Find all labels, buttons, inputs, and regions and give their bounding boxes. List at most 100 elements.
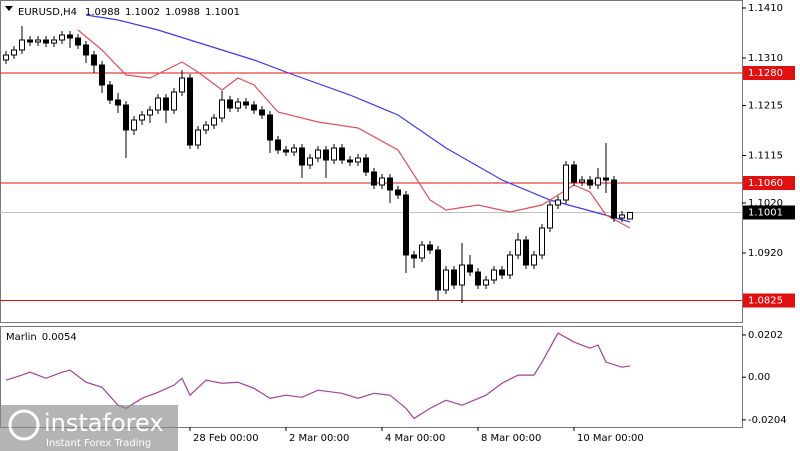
candle-body bbox=[595, 177, 601, 186]
candle-body bbox=[51, 39, 57, 44]
candle-body bbox=[555, 199, 561, 206]
candle-body bbox=[219, 99, 225, 119]
y-tick-label: 1.1115 bbox=[748, 151, 783, 162]
candle-body bbox=[355, 157, 361, 163]
moving-average bbox=[77, 29, 631, 229]
last-price-box bbox=[743, 205, 795, 220]
candle-body bbox=[531, 254, 537, 266]
candle-body bbox=[75, 37, 81, 46]
candle-body bbox=[3, 54, 9, 61]
candle-body bbox=[379, 177, 385, 186]
header-close: 1.1001 bbox=[205, 7, 240, 18]
candle-body bbox=[275, 139, 281, 151]
candle-body bbox=[619, 214, 625, 219]
candle-body bbox=[347, 159, 353, 163]
candle-body bbox=[203, 124, 209, 131]
osc-y-tick-label: 0.0202 bbox=[748, 330, 783, 341]
x-tick-label: 8 Mar 00:00 bbox=[481, 433, 541, 444]
candle-body bbox=[59, 34, 65, 41]
candle-body bbox=[395, 189, 401, 196]
candle-body bbox=[507, 254, 513, 276]
candle-body bbox=[235, 101, 241, 109]
header-open: 1.0988 bbox=[85, 7, 120, 18]
oscillator-line bbox=[5, 332, 631, 420]
x-tick-label: 2 Mar 00:00 bbox=[289, 433, 349, 444]
candle-body bbox=[171, 91, 177, 111]
candle-body bbox=[243, 101, 249, 106]
candle-body bbox=[475, 271, 481, 286]
level-label: 1.1280 bbox=[748, 68, 783, 79]
watermark-brand: instaforex bbox=[44, 409, 164, 437]
candle-body bbox=[427, 244, 433, 251]
candle-body bbox=[91, 54, 97, 66]
candle-body bbox=[11, 49, 17, 56]
candle-body bbox=[411, 254, 417, 259]
symbol: EURUSD,H4 bbox=[18, 7, 77, 18]
last-price-label: 1.1001 bbox=[748, 208, 783, 219]
candle-body bbox=[299, 147, 305, 166]
x-tick-label: 4 Mar 00:00 bbox=[385, 433, 445, 444]
candle-body bbox=[123, 104, 129, 131]
candle-body bbox=[227, 99, 233, 109]
candle-body bbox=[283, 149, 289, 153]
candle-body bbox=[323, 149, 329, 161]
candle-body bbox=[339, 147, 345, 161]
candle-body bbox=[179, 77, 185, 93]
symbol-header: EURUSD,H4 1.0988 1.1002 1.0988 1.1001 bbox=[18, 7, 240, 18]
y-tick-label: 1.0920 bbox=[748, 248, 783, 259]
y-tick-label: 1.1310 bbox=[748, 53, 783, 64]
x-tick-label: 28 Feb 00:00 bbox=[193, 433, 259, 444]
candle-body bbox=[259, 109, 265, 116]
candle-body bbox=[603, 177, 609, 181]
level-label-box bbox=[743, 293, 795, 308]
oscillator-name: Marlin bbox=[6, 332, 37, 343]
candle-body bbox=[315, 149, 321, 159]
candle-body bbox=[291, 147, 297, 153]
candle-body bbox=[539, 227, 545, 256]
candle-body bbox=[563, 164, 569, 201]
candle-body bbox=[211, 117, 217, 126]
candle-body bbox=[515, 239, 521, 256]
candle-body bbox=[387, 177, 393, 191]
candle-body bbox=[147, 109, 153, 116]
candle-body bbox=[523, 239, 529, 266]
level-label: 1.1060 bbox=[748, 178, 783, 189]
candle-body bbox=[107, 84, 113, 101]
oscillator-header: Marlin 0.0054 bbox=[6, 332, 77, 343]
candle-body bbox=[403, 194, 409, 256]
candle-body bbox=[331, 147, 337, 161]
candle-body bbox=[83, 44, 89, 56]
candle-body bbox=[187, 77, 193, 146]
header-low: 1.0988 bbox=[165, 7, 200, 18]
watermark: instaforex Instant Forex Trading bbox=[0, 405, 178, 451]
watermark-tagline: Instant Forex Trading bbox=[46, 438, 151, 449]
candle-body bbox=[363, 157, 369, 173]
candle-body bbox=[611, 179, 617, 219]
candle-body bbox=[27, 39, 33, 43]
candle-body bbox=[467, 264, 473, 273]
level-label-box bbox=[743, 66, 795, 80]
candle-body bbox=[483, 279, 489, 286]
candle-body bbox=[371, 171, 377, 186]
candle-body bbox=[499, 269, 505, 276]
candle-body bbox=[251, 104, 257, 111]
candle-body bbox=[67, 34, 73, 39]
level-label-box bbox=[743, 176, 795, 190]
candle-body bbox=[195, 129, 201, 146]
osc-y-tick-label: 0.00 bbox=[748, 372, 770, 383]
candle-body bbox=[19, 39, 25, 51]
candle-body bbox=[491, 269, 497, 281]
candle-body bbox=[99, 64, 105, 86]
y-tick-label: 1.1215 bbox=[748, 101, 783, 112]
candle-body bbox=[131, 119, 137, 131]
candle-body bbox=[115, 99, 121, 106]
candle-body bbox=[627, 212, 633, 220]
candle-body bbox=[267, 114, 273, 141]
level-label: 1.0825 bbox=[748, 296, 783, 307]
candle-body bbox=[155, 97, 161, 111]
candle-body bbox=[443, 269, 449, 291]
candle-body bbox=[307, 157, 313, 166]
